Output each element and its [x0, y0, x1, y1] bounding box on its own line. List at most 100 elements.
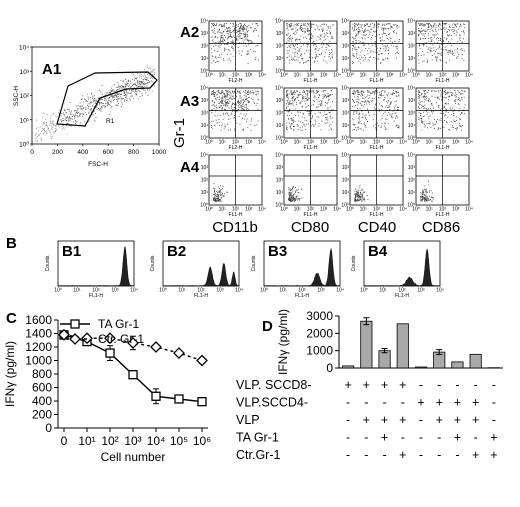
dot [288, 103, 290, 105]
dot [421, 101, 423, 102]
a1-dot [47, 128, 49, 130]
dot-plot-x-tick: 10⁴ [465, 140, 473, 146]
histogram-x-tick: 10¹ [73, 288, 81, 294]
dot [357, 107, 358, 109]
dot [433, 26, 434, 27]
dot [357, 199, 358, 201]
dot [304, 52, 305, 54]
dot [309, 56, 310, 58]
dot [290, 190, 292, 191]
dot [440, 93, 442, 95]
dot [239, 97, 241, 99]
a1-dot [94, 120, 96, 122]
dot [287, 29, 289, 31]
dot [297, 97, 299, 98]
dot [370, 51, 372, 53]
a1-dot [151, 76, 153, 78]
dot [398, 41, 400, 43]
dot [296, 59, 297, 61]
a1-dot [43, 128, 45, 130]
histogram-x-tick: 10² [398, 288, 406, 294]
dot [358, 200, 359, 201]
dot [243, 109, 244, 111]
dot [296, 190, 298, 192]
dot [257, 93, 259, 95]
dot [448, 24, 450, 26]
dot [438, 96, 439, 98]
dot [421, 199, 423, 201]
dot [371, 23, 373, 24]
dot [324, 114, 326, 116]
dot [235, 103, 237, 105]
dot [304, 119, 306, 121]
a1-dot [147, 94, 149, 96]
dot [426, 97, 427, 99]
dot [457, 99, 459, 101]
a1-dot [64, 128, 66, 130]
dot [298, 188, 299, 190]
a1-dot [120, 91, 122, 93]
dot [246, 38, 248, 40]
condition-sign: - [364, 396, 368, 410]
dot [386, 44, 388, 46]
dot [224, 40, 225, 41]
dot [331, 49, 333, 50]
dot [291, 41, 293, 42]
dot [250, 41, 252, 43]
a1-dot [64, 119, 66, 121]
dot [288, 187, 290, 189]
dot [238, 31, 240, 32]
dot [331, 36, 333, 38]
dot [301, 116, 303, 118]
dot [331, 90, 332, 92]
dot [365, 48, 367, 49]
a1-dot [117, 89, 119, 91]
dot [425, 193, 427, 195]
a1-dot [132, 90, 134, 92]
dot [374, 108, 376, 110]
dot [245, 92, 247, 94]
dot [242, 30, 244, 32]
dot [452, 125, 453, 127]
dot [373, 125, 375, 127]
dot [360, 196, 361, 197]
dot [303, 30, 305, 32]
dot [314, 48, 316, 50]
dot [328, 99, 329, 101]
dot [217, 60, 219, 62]
dot-plot-y-tick: 10⁰ [341, 203, 349, 209]
dot [222, 41, 224, 43]
dot [300, 27, 302, 28]
dot [295, 190, 296, 192]
a1-dot [120, 94, 122, 95]
a1-dot [101, 105, 103, 107]
a1-dot [120, 100, 122, 102]
dot [293, 120, 294, 122]
dot [325, 122, 327, 124]
dot [294, 198, 296, 199]
a1-dot [101, 103, 103, 104]
a1-dot [136, 85, 138, 86]
dot [389, 23, 391, 24]
dot [323, 23, 325, 25]
dot [292, 186, 294, 187]
dot [287, 93, 288, 95]
dot-plot-x-tick: 10¹ [360, 140, 368, 146]
dot [362, 97, 364, 99]
dot [394, 107, 395, 109]
a1-dot [36, 119, 38, 121]
dot [294, 98, 296, 99]
dot [300, 93, 302, 95]
square-marker [174, 394, 184, 404]
dot [451, 34, 452, 36]
dot [423, 38, 425, 40]
dot [295, 51, 297, 53]
dot [427, 52, 429, 53]
dot-plot-x-tick: 10² [307, 207, 315, 213]
dot [257, 24, 259, 26]
dot [372, 34, 373, 36]
dot [294, 125, 295, 127]
dot [364, 200, 366, 202]
dot [307, 90, 309, 92]
dot [311, 37, 313, 39]
